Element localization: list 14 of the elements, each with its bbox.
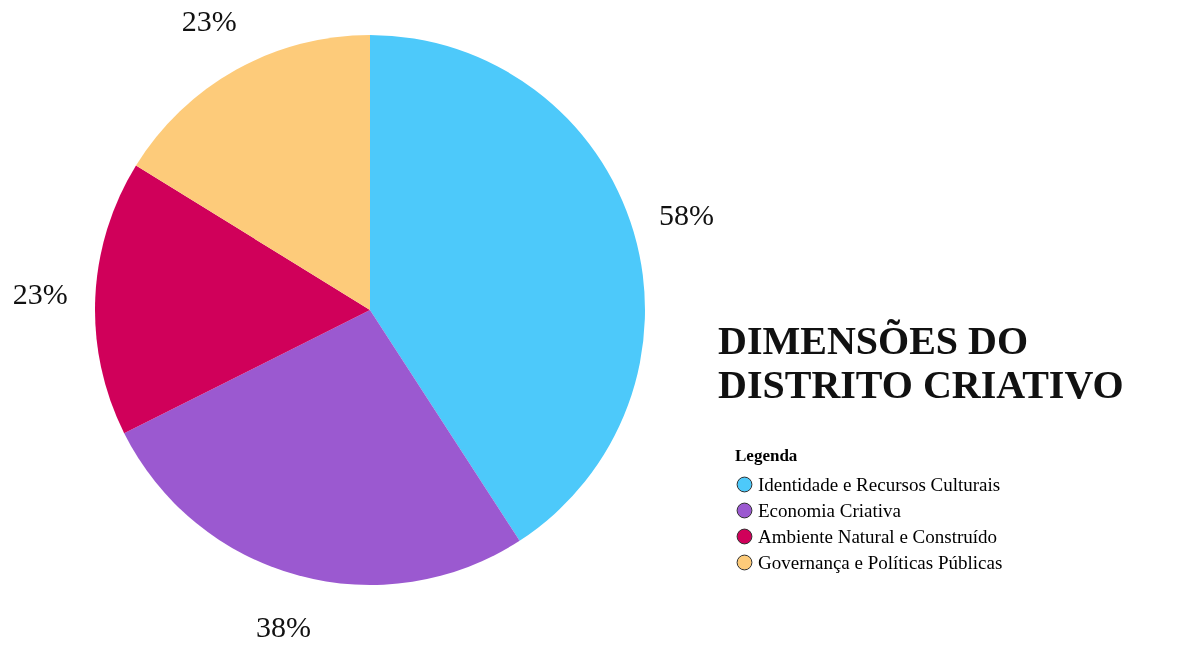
data-label: 58%	[658, 198, 714, 232]
legend-label: Identidade e Recursos Culturais	[758, 473, 1001, 495]
data-label: 23%	[12, 277, 68, 311]
pie-slice	[124, 310, 520, 585]
legend-title: Legenda	[735, 446, 798, 465]
pie-slice	[370, 35, 645, 541]
data-label: 38%	[255, 610, 311, 644]
text: DIMENSÕES DO DISTRITO CRIATIVO	[718, 318, 1124, 407]
data-label: 23%	[181, 3, 237, 37]
legend-label: Ambiente Natural e Construído	[758, 525, 998, 547]
pie-slice	[95, 165, 370, 434]
legend-label: Governança e Políticas Públicas	[758, 551, 1003, 573]
legend-label: Economia Criativa	[758, 499, 902, 521]
pie-slice	[136, 35, 370, 310]
